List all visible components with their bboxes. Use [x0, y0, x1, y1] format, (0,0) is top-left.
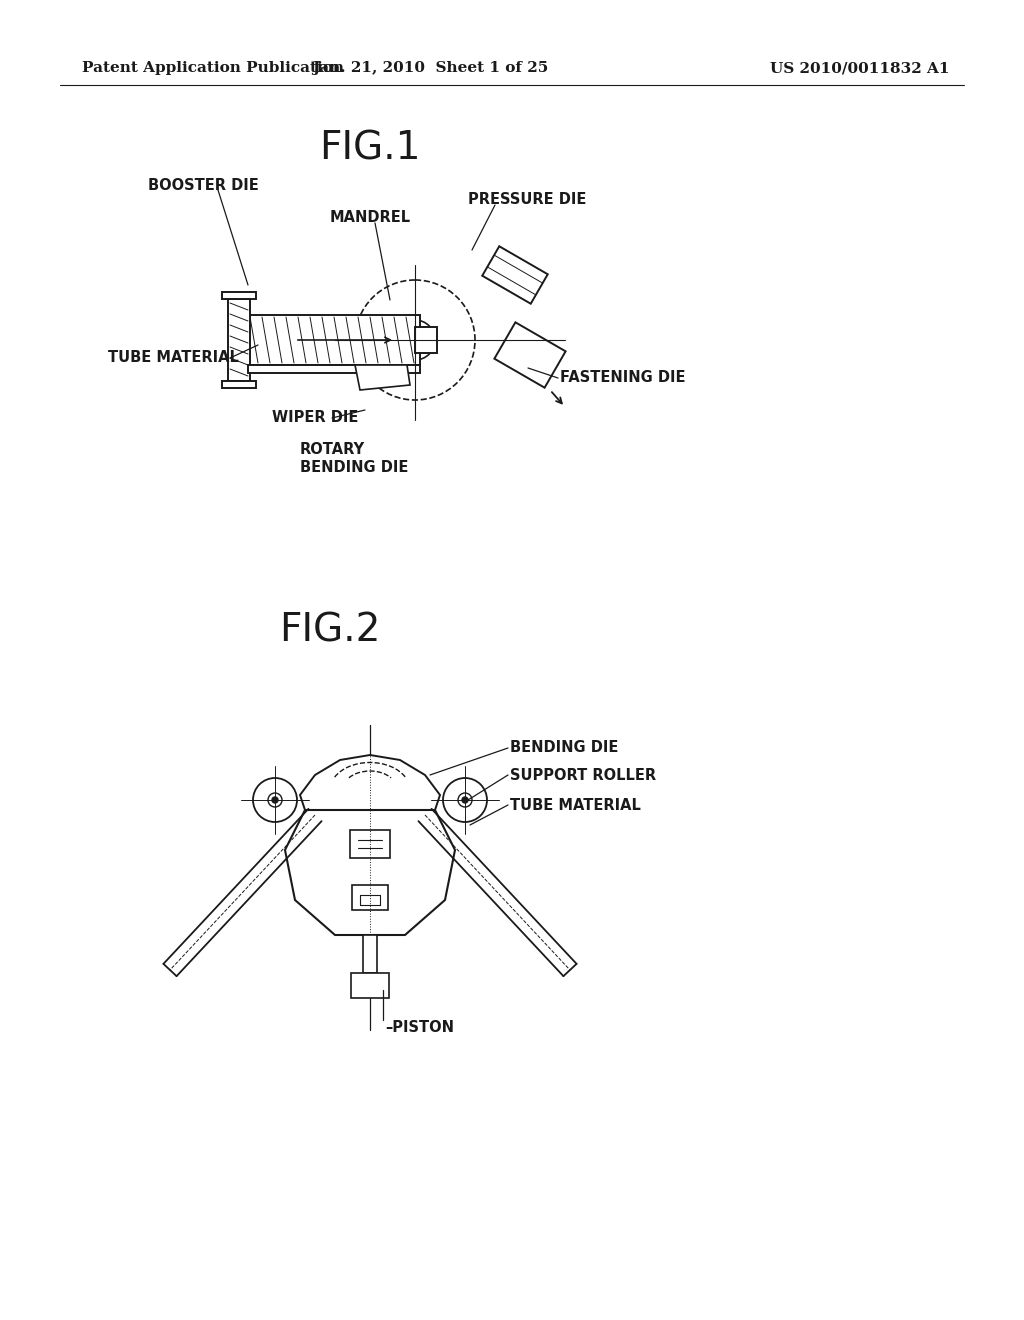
Text: FIG.2: FIG.2	[280, 611, 381, 649]
Text: Jan. 21, 2010  Sheet 1 of 25: Jan. 21, 2010 Sheet 1 of 25	[312, 61, 548, 75]
Bar	[248, 366, 420, 374]
Circle shape	[272, 797, 278, 803]
Circle shape	[458, 793, 472, 807]
Text: BENDING DIE: BENDING DIE	[510, 741, 618, 755]
Circle shape	[253, 777, 297, 822]
Circle shape	[443, 777, 487, 822]
Bar	[248, 315, 420, 366]
Text: TUBE MATERIAL: TUBE MATERIAL	[510, 797, 641, 813]
Text: –PISTON: –PISTON	[385, 1020, 454, 1035]
Text: PRESSURE DIE: PRESSURE DIE	[468, 193, 587, 207]
Bar	[415, 327, 437, 352]
Circle shape	[395, 319, 435, 360]
Polygon shape	[495, 322, 565, 388]
Bar	[362, 935, 377, 973]
Circle shape	[462, 797, 468, 803]
Polygon shape	[285, 810, 455, 935]
Circle shape	[410, 335, 420, 345]
Bar	[222, 292, 256, 300]
Text: WIPER DIE: WIPER DIE	[272, 411, 358, 425]
Text: BOOSTER DIE: BOOSTER DIE	[148, 177, 259, 193]
Text: Patent Application Publication: Patent Application Publication	[82, 61, 344, 75]
Text: SUPPORT ROLLER: SUPPORT ROLLER	[510, 767, 656, 783]
Text: BENDING DIE: BENDING DIE	[300, 461, 409, 475]
Text: FASTENING DIE: FASTENING DIE	[560, 371, 685, 385]
Text: ROTARY: ROTARY	[300, 442, 366, 458]
Text: MANDREL: MANDREL	[330, 210, 411, 226]
Polygon shape	[482, 247, 548, 304]
Text: FIG.1: FIG.1	[319, 129, 421, 168]
Bar	[350, 830, 390, 858]
Text: TUBE MATERIAL: TUBE MATERIAL	[108, 351, 239, 366]
Circle shape	[355, 280, 475, 400]
Circle shape	[268, 793, 282, 807]
Bar	[351, 973, 389, 998]
Polygon shape	[355, 366, 410, 389]
Bar	[352, 884, 388, 909]
Bar	[228, 300, 250, 381]
Polygon shape	[300, 755, 440, 810]
Bar	[222, 381, 256, 388]
Text: US 2010/0011832 A1: US 2010/0011832 A1	[770, 61, 949, 75]
